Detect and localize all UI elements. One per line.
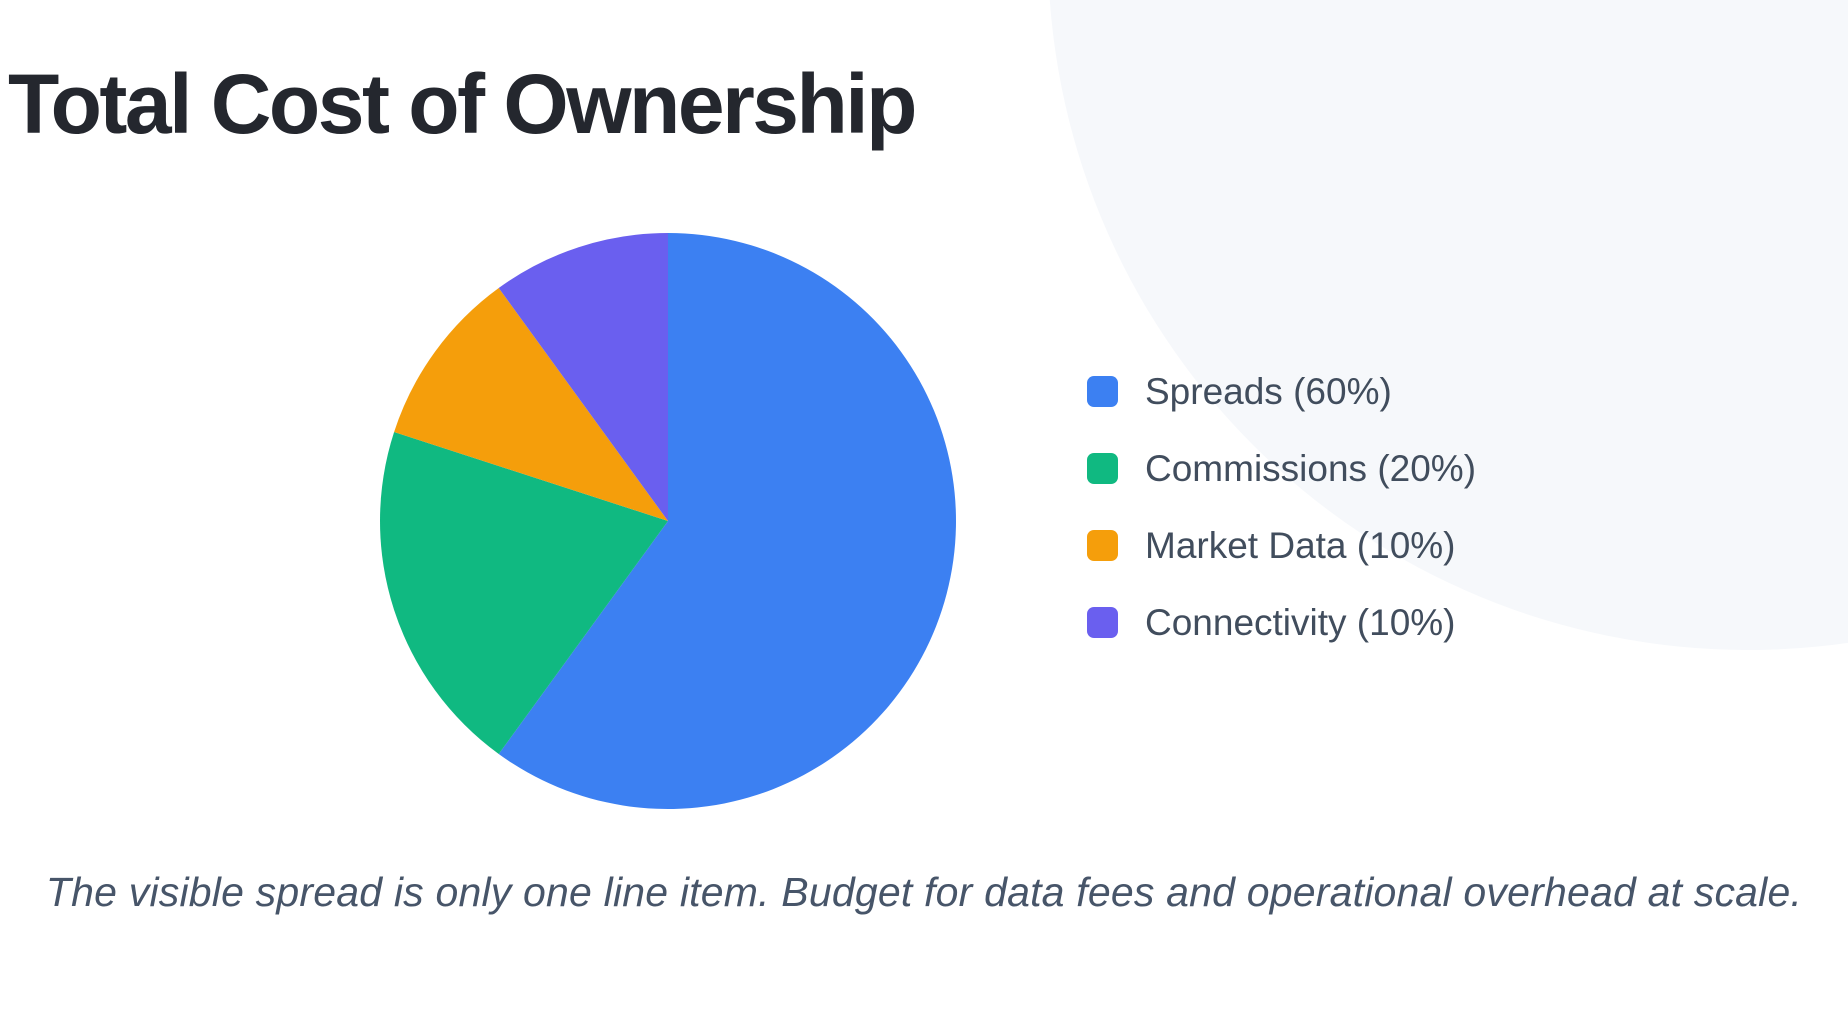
legend-label: Market Data (10%) — [1145, 525, 1456, 566]
legend-label: Connectivity (10%) — [1145, 602, 1456, 643]
legend-swatch — [1087, 376, 1118, 407]
legend-item-commissions: Commissions (20%) — [1087, 448, 1477, 489]
pie-slice-spreads — [498, 233, 956, 809]
legend-item-market-data: Market Data (10%) — [1087, 525, 1476, 566]
legend-label: Spreads (60%) — [1145, 371, 1392, 412]
chart-caption: The visible spread is only one line item… — [45, 869, 1803, 915]
legend-item-connectivity: Connectivity (10%) — [1087, 602, 1476, 643]
pie-slice-commissions — [380, 432, 668, 754]
legend-item-spreads: Spreads (60%) — [1087, 371, 1476, 412]
pie-chart-figure — [368, 221, 968, 821]
pie-slice-market-data — [394, 288, 668, 521]
chart-legend: Spreads (60%) Commissions (20%) Market Dat… — [1087, 371, 1477, 684]
legend-swatch — [1087, 453, 1118, 484]
pie-slice-connectivity — [498, 233, 668, 521]
legend-swatch — [1087, 530, 1118, 561]
legend-label: Commissions (20%) — [1145, 448, 1477, 489]
legend-swatch — [1087, 607, 1118, 638]
page-title: Total Cost of Ownership — [8, 57, 917, 151]
pie-chart — [380, 233, 956, 809]
